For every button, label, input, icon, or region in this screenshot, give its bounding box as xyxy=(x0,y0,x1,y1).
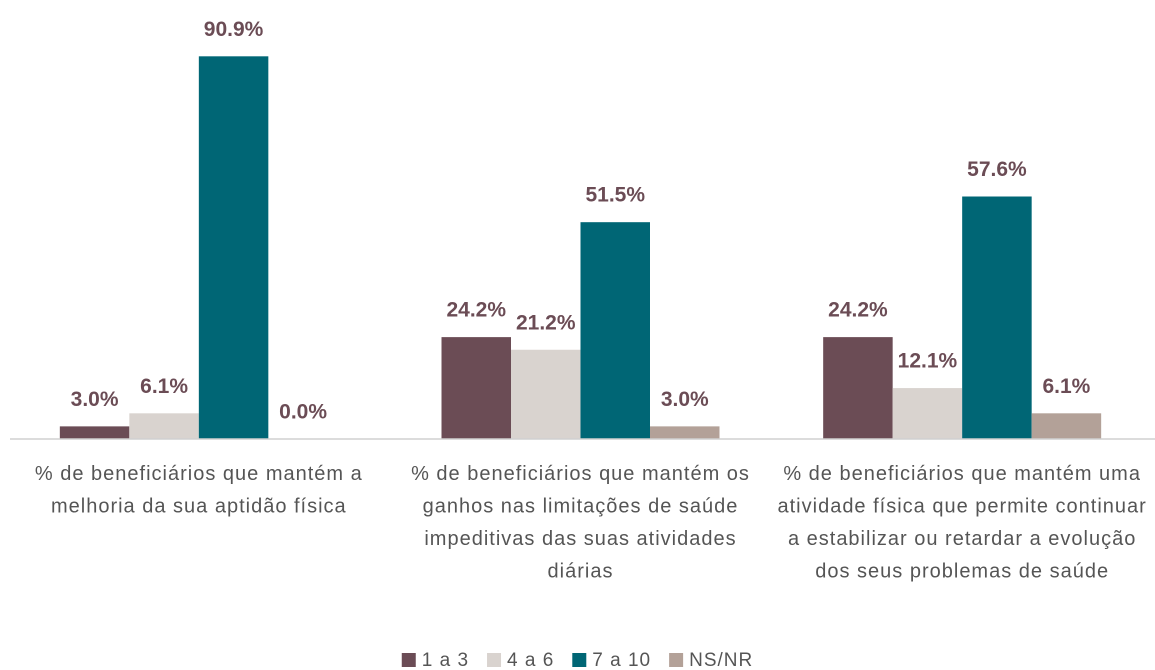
value-label: 57.6% xyxy=(967,158,1027,181)
bar xyxy=(441,337,511,439)
bar xyxy=(650,426,720,439)
bar xyxy=(198,56,269,439)
value-label: 12.1% xyxy=(898,350,958,373)
category-label: % de beneficiários que mantém uma ativida… xyxy=(778,463,1147,583)
value-label: 6.1% xyxy=(1042,375,1090,398)
legend: 1 a 3 4 a 6 7 a 10 NS/NR xyxy=(401,650,753,670)
value-label: 6.1% xyxy=(140,375,188,398)
value-label: 3.0% xyxy=(661,388,709,411)
bar xyxy=(892,388,963,439)
value-label: 0.0% xyxy=(279,401,327,424)
bar xyxy=(823,337,893,439)
bar xyxy=(511,349,581,439)
legend-swatch xyxy=(572,653,587,667)
value-label: 90.9% xyxy=(204,18,264,41)
legend-swatch xyxy=(669,653,684,667)
legend-label: 4 a 6 xyxy=(507,650,554,670)
legend-label: 1 a 3 xyxy=(422,650,469,670)
bar xyxy=(1031,413,1102,439)
category-label: % de beneficiários que mantém os ganhos n… xyxy=(411,463,750,583)
bar xyxy=(59,426,130,439)
bar xyxy=(129,413,199,439)
value-label: 24.2% xyxy=(446,299,506,322)
legend-swatch xyxy=(401,653,416,667)
bar xyxy=(962,196,1032,439)
legend-swatch xyxy=(487,653,502,667)
bar xyxy=(580,222,650,439)
value-label: 21.2% xyxy=(516,311,576,334)
category-label: % de beneficiários que mantém a melhoria … xyxy=(35,463,363,518)
legend-label: NS/NR xyxy=(689,650,753,670)
value-label: 51.5% xyxy=(585,184,645,207)
value-label: 3.0% xyxy=(71,388,119,411)
legend-label: 7 a 10 xyxy=(592,650,651,670)
value-label: 24.2% xyxy=(828,299,888,322)
